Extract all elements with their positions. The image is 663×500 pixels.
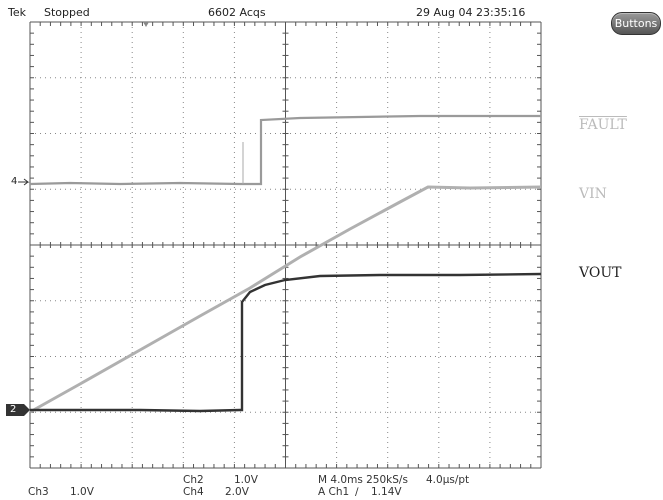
ch2-scale: 1.0V: [234, 474, 258, 486]
buttons-button[interactable]: Buttons: [611, 12, 661, 35]
ch4-marker-label: 4: [11, 176, 18, 187]
ch2-label: Ch2: [183, 474, 204, 486]
fault-label: FAULT: [579, 117, 627, 133]
brand-label: Tek: [8, 6, 26, 19]
ch4-label: Ch4: [183, 486, 204, 498]
trigger-source: A Ch1: [318, 486, 350, 498]
sample-interval: 4.0µs/pt: [426, 474, 470, 486]
ch4-marker: [18, 178, 30, 186]
run-state: Stopped: [44, 6, 90, 19]
ch4-scale: 2.0V: [225, 486, 249, 498]
ch3-label: Ch3: [28, 486, 49, 498]
trigger-slope-icon: ∕: [355, 486, 359, 498]
graticule: [29, 21, 542, 469]
trigger-level: 1.14V: [371, 486, 402, 498]
ch3-scale: 1.0V: [70, 486, 94, 498]
timebase: M 4.0ms 250kS/s: [318, 474, 408, 486]
vin-trace: [29, 185, 542, 414]
fault-trace: [29, 114, 541, 186]
acquisition-count: 6602 Acqs: [208, 6, 266, 19]
vout-label: VOUT: [579, 265, 622, 281]
vin-label: VIN: [579, 186, 607, 202]
ch2-marker-label: 2: [10, 404, 17, 415]
ch2-marker: [6, 404, 30, 416]
vout-trace: [30, 272, 542, 413]
trigger-position-icon: [143, 22, 149, 27]
date-time: 29 Aug 04 23:35:16: [416, 6, 526, 19]
